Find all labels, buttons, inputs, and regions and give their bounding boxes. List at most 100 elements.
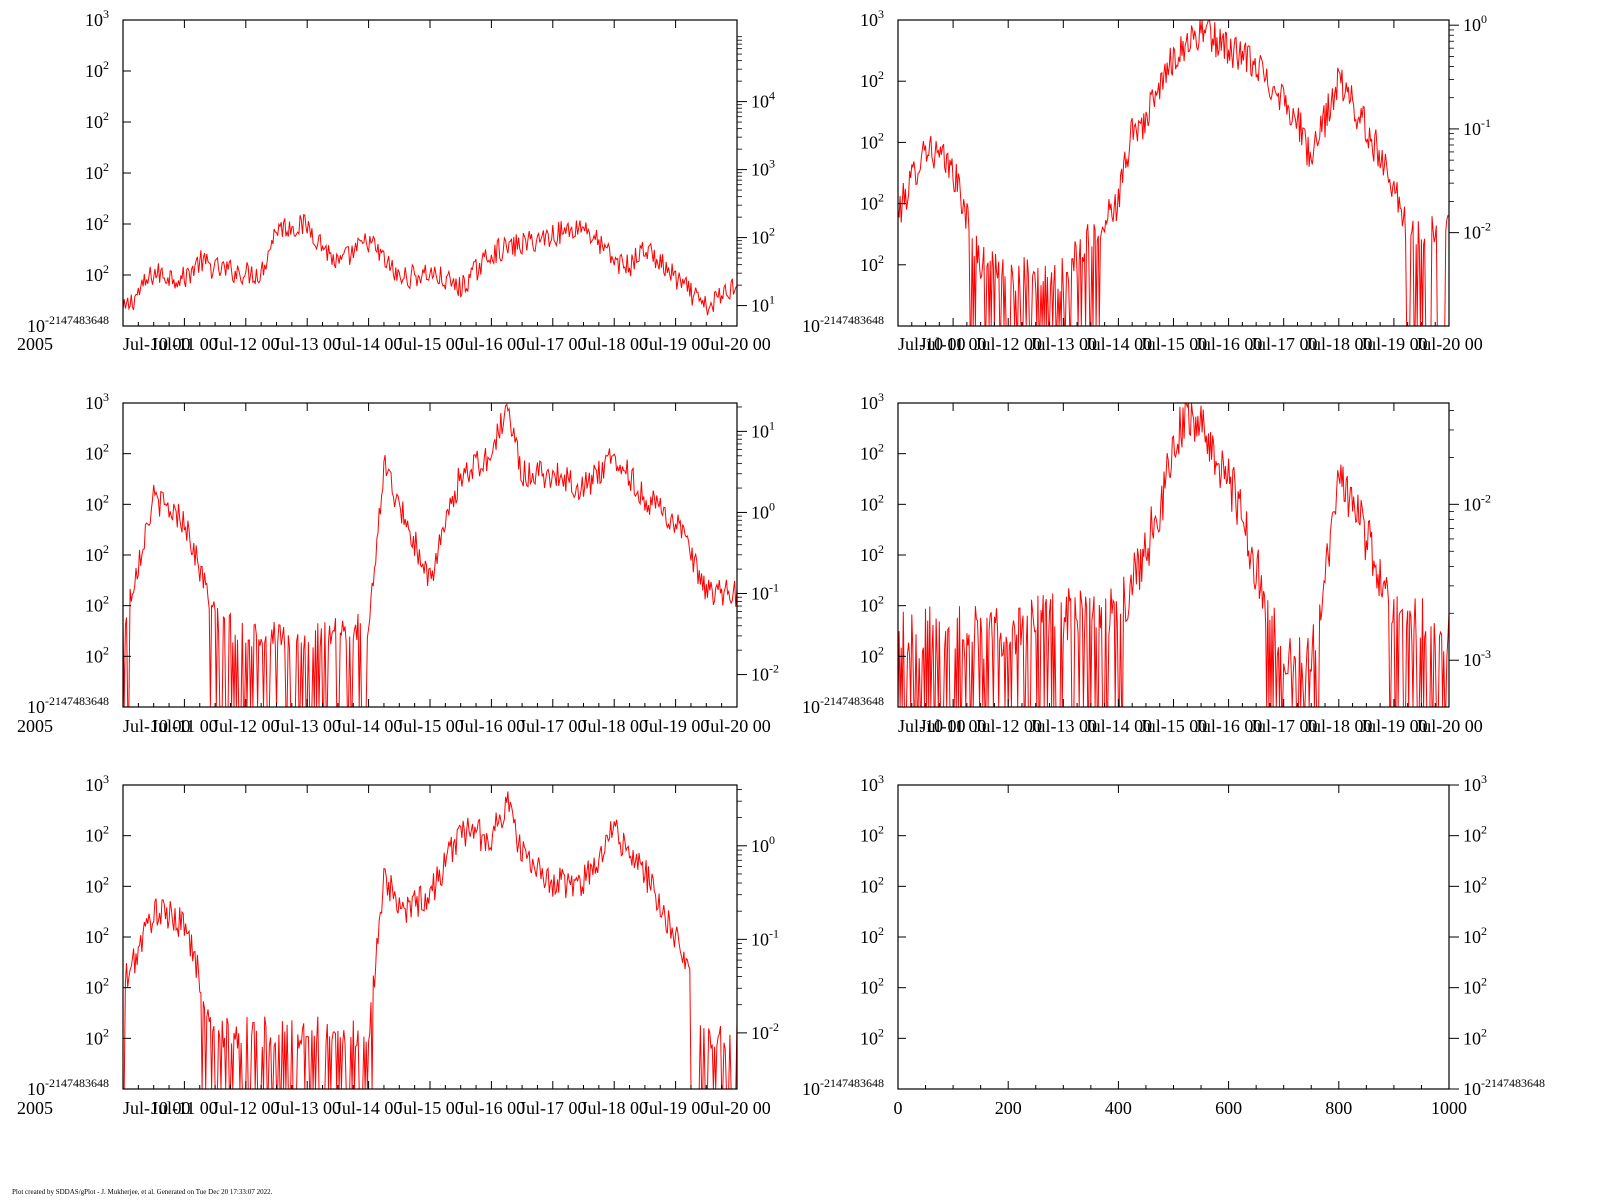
y-left-tick-label: 102 [85,975,109,998]
y-left-tick-label: 102 [85,211,109,234]
y-left-tick-label: 102 [85,58,109,81]
y-left-tick-label: 102 [85,643,109,666]
x-tick-label: Jul-16 00 [1195,334,1263,354]
y-right-tick-label: 103 [1463,772,1487,795]
series-trace [123,791,738,1090]
y-left-tick-label: 102 [860,191,884,214]
y-left-tick-label: 102 [85,1025,109,1048]
y-right-tick-label: 104 [751,89,775,112]
plot-frame [122,19,738,327]
x-tick-label: 200 [995,1098,1022,1118]
y-right-tick-label: 10-2 [1463,220,1491,243]
y-left-tick-label: 103 [85,390,109,413]
x-tick-label: Jul-17 00 [519,334,587,354]
y-right-tick-label: 10-1 [1463,116,1491,139]
y-left-tick-label: 10-2147483648 [802,694,884,717]
y-right-tick-label: 100 [1463,12,1487,35]
x-tick-label: Jul-20 00 [703,716,771,736]
x-tick-label: Jul-15 00 [396,716,464,736]
plot-frame [122,784,738,1090]
x-tick-label: Jul-11 00 [151,334,218,354]
x-tick-label: Jul-20 00 [1415,334,1483,354]
x-tick-label: Jul-16 00 [458,334,526,354]
x-tick-label: 1000 [1431,1098,1467,1118]
x-tick-label: Jul-10 00 [123,716,191,736]
y-left-tick-label: 102 [85,262,109,285]
x-tick-label: Jul-20 00 [703,1098,771,1118]
y-left-tick-label: 102 [85,873,109,896]
plot-frame [897,402,1450,708]
plot-credit-footer: Plot created by SDDAS/gPlot - J. Mukherj… [12,1188,273,1196]
y-left-tick-label: 10-2147483648 [27,1076,109,1099]
y-left-tick-label: 102 [860,1025,884,1048]
x-tick-label: Jul-19 00 [642,334,710,354]
y-left-tick-label: 10-2147483648 [27,313,109,336]
x-tick-label: Jul-14 00 [335,716,403,736]
y-right-tick-label: 101 [751,293,775,316]
y-left-tick-label: 102 [85,542,109,565]
panel-6: 0 200 400 600 800 100010-21474836481021021021… [802,772,1545,1118]
x-tick-label: Jul-15 00 [396,334,464,354]
x-tick-label: Jul-18 00 [580,716,648,736]
y-left-tick-label: 102 [860,593,884,616]
y-right-tick-label: 103 [751,157,775,180]
x-tick-label: Jul-14 00 [1085,716,1153,736]
x-tick-label: Jul-11 00 [920,334,987,354]
x-tick-label: 600 [1215,1098,1242,1118]
y-left-tick-label: 102 [860,542,884,565]
x-tick-label: Jul-10 00 [123,1098,191,1118]
y-left-tick-label: 103 [860,772,884,795]
y-right-tick-label: 101 [751,418,775,441]
y-left-tick-label: 10-2147483648 [802,1076,884,1099]
y-left-tick-label: 102 [860,68,884,91]
y-left-tick-label: 102 [860,823,884,846]
y-right-tick-label: 102 [751,225,775,248]
x-tick-label: Jul-14 00 [335,1098,403,1118]
y-left-tick-label: 102 [860,252,884,275]
y-right-tick-label: 10-2 [1463,491,1491,514]
x-tick-label: Jul-11 00 [151,1098,218,1118]
series-trace [122,213,738,316]
x-tick-label: Jul-20 00 [703,334,771,354]
x-tick-label: Jul-16 00 [1195,716,1263,736]
x-tick-label: Jul-13 00 [273,334,341,354]
y-right-tick-label: 102 [1463,873,1487,896]
x-tick-label: Jul-14 00 [335,334,403,354]
x-tick-label: Jul-11 00 [920,716,987,736]
x-tick-label: Jul-16 00 [458,1098,526,1118]
x-tick-label: Jul-20 00 [1415,716,1483,736]
y-right-tick-label: 100 [751,499,775,522]
x-tick-label: Jul-14 00 [1085,334,1153,354]
y-left-tick-label: 102 [860,491,884,514]
plot-frame [897,19,1450,327]
y-right-tick-label: 10-3 [1463,647,1491,670]
y-right-tick-label: 10-1 [751,926,779,949]
y-left-tick-label: 103 [85,772,109,795]
y-left-tick-label: 102 [860,643,884,666]
series-trace [122,403,738,708]
x-tick-label: Jul-17 00 [1250,334,1318,354]
y-left-tick-label: 103 [860,390,884,413]
x-tick-label: Jul-18 00 [1305,334,1373,354]
y-right-tick-label: 100 [751,833,775,856]
y-left-tick-label: 102 [860,975,884,998]
series-trace [897,19,1450,327]
y-left-tick-label: 102 [85,491,109,514]
y-left-tick-label: 102 [85,441,109,464]
x-tick-label: Jul-17 00 [519,716,587,736]
x-tick-label: Jul-10 00 [898,716,966,736]
x-tick-label: Jul-18 00 [580,334,648,354]
x-tick-label: Jul-13 00 [273,716,341,736]
x-tick-label: 400 [1105,1098,1132,1118]
x-tick-label: Jul-11 00 [151,716,218,736]
y-right-tick-label: 10-2147483648 [1463,1076,1545,1099]
y-left-tick-label: 102 [860,873,884,896]
x-tick-label: Jul-18 00 [1305,716,1373,736]
y-right-tick-label: 102 [1463,975,1487,998]
x-tick-label: Jul-10 00 [123,334,191,354]
x-tick-label: Jul-13 00 [1030,716,1098,736]
